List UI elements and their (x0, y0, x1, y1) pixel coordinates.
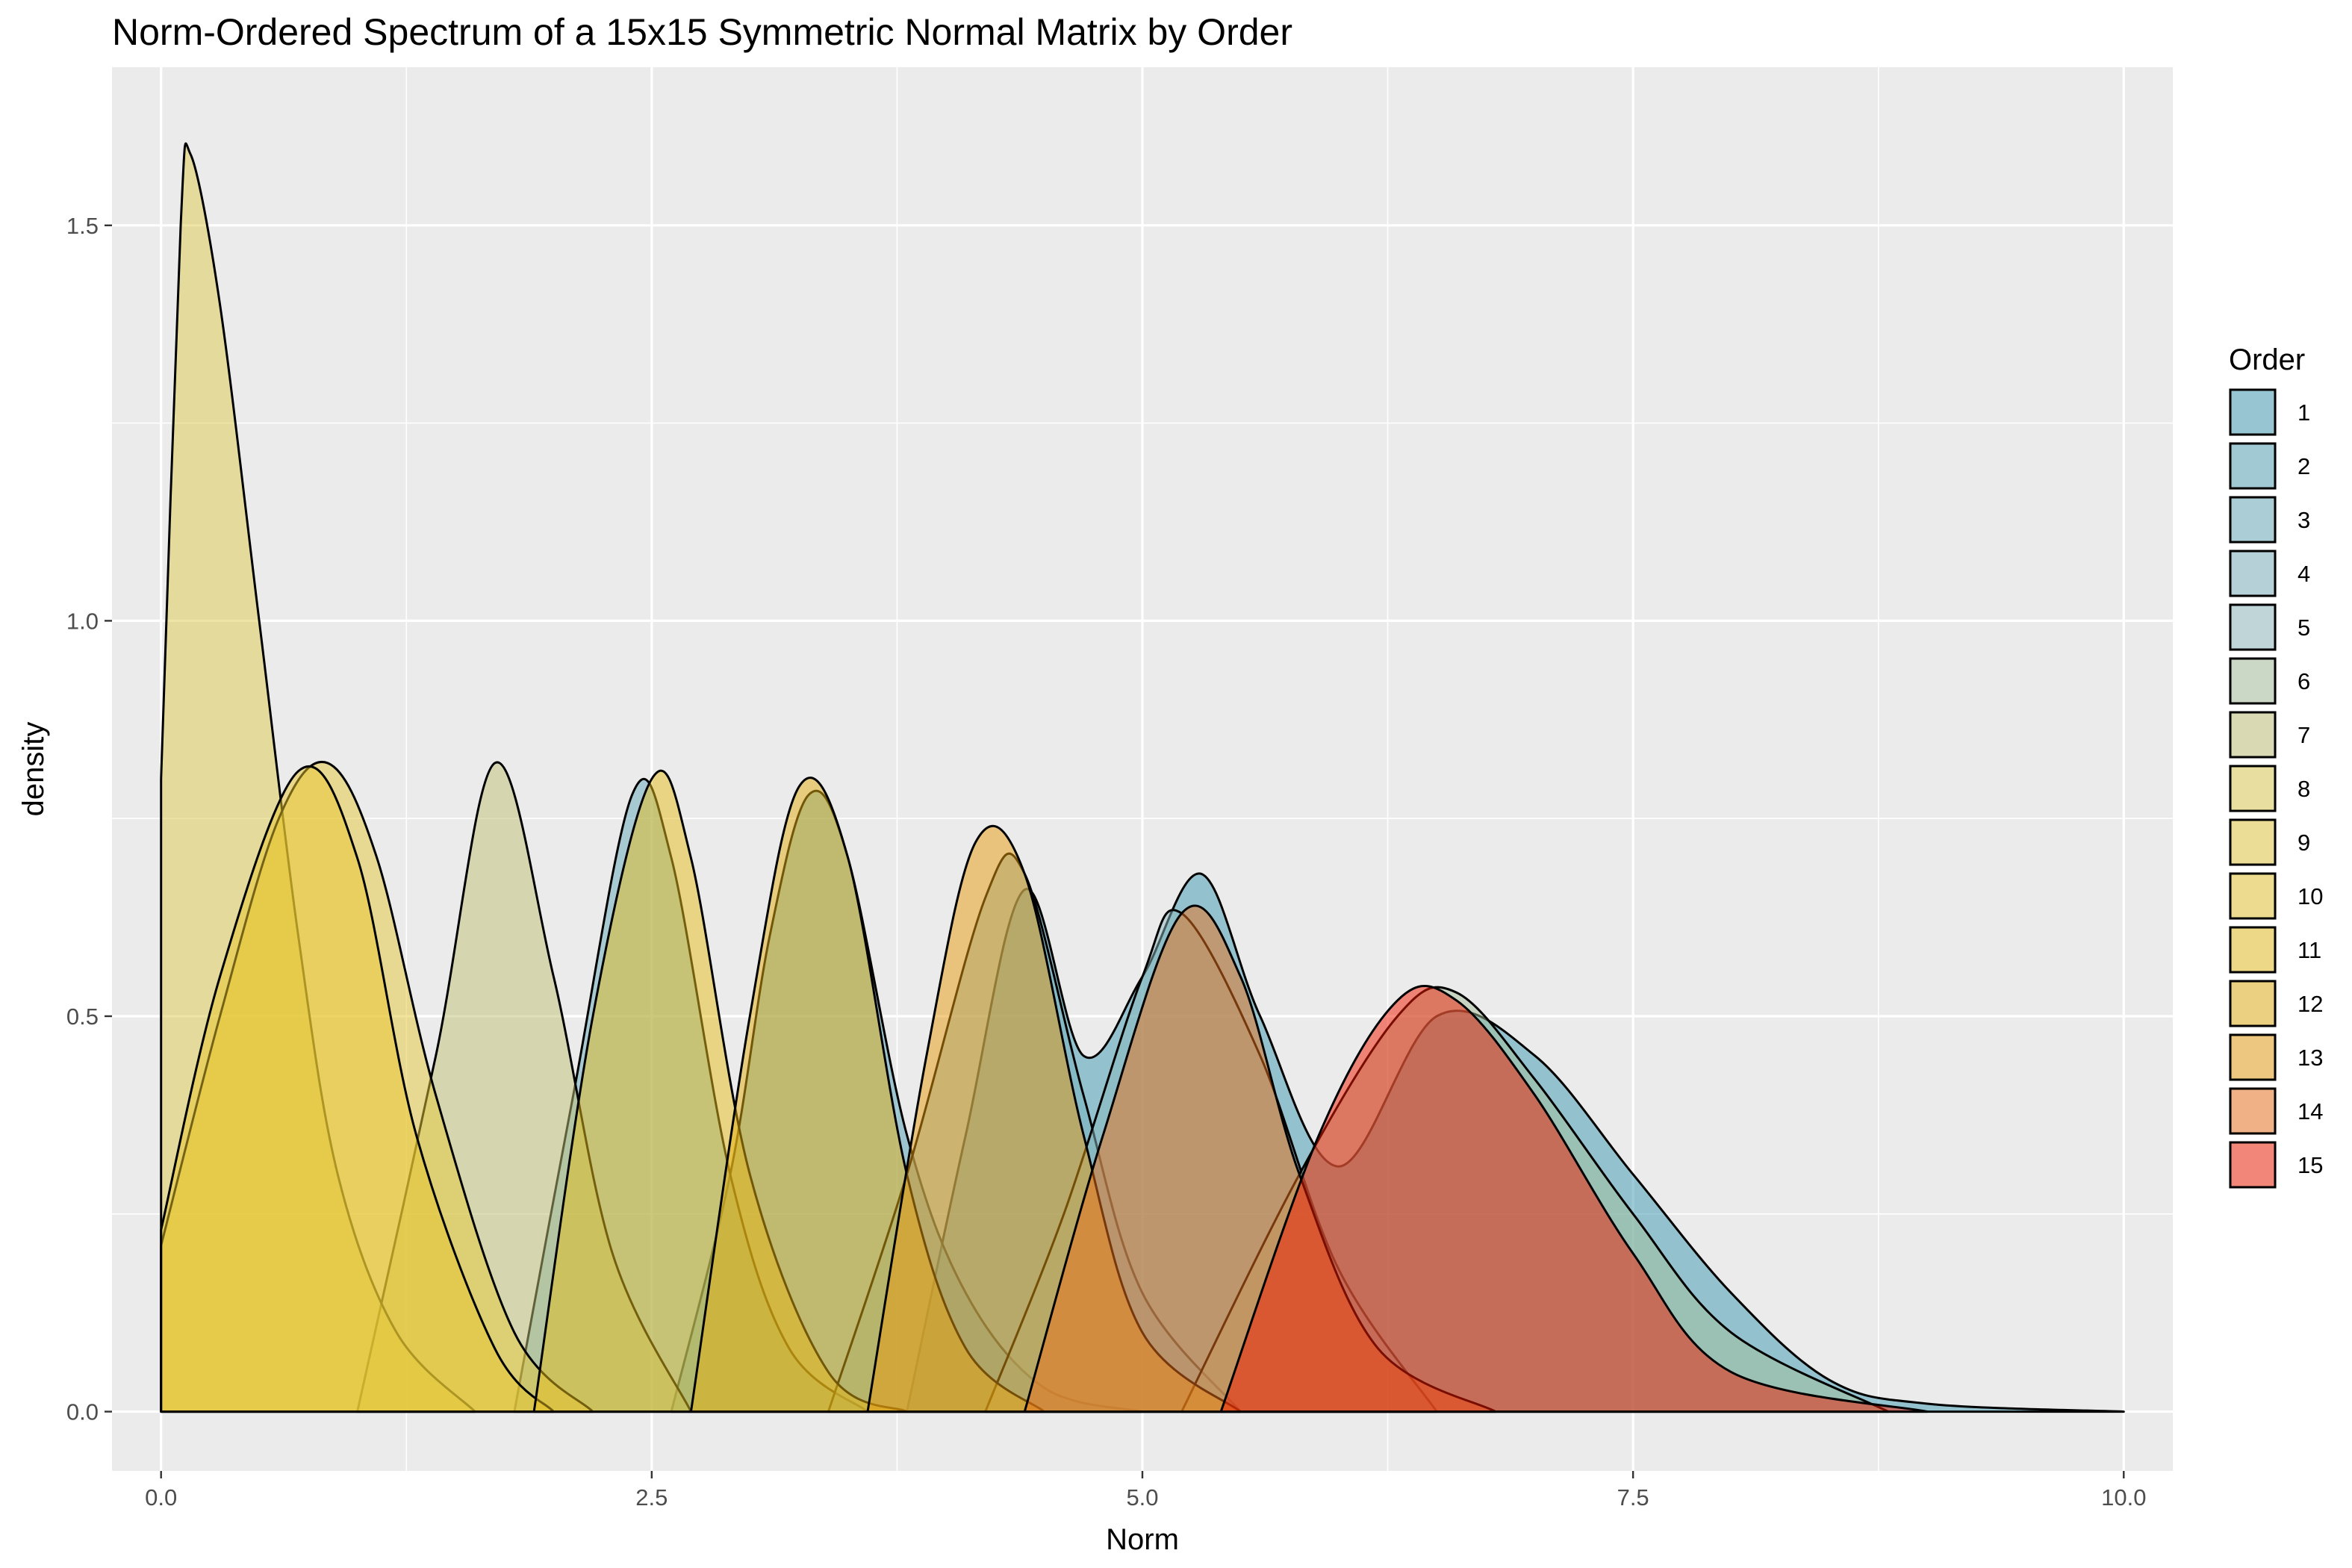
density-area-order-10 (160, 765, 555, 1413)
legend-swatch (2229, 1087, 2277, 1135)
legend-swatch (2229, 603, 2277, 651)
legend-label: 12 (2297, 991, 2323, 1017)
legend-swatch (2229, 711, 2277, 759)
x-tick-label: 10.0 (2101, 1484, 2146, 1511)
legend-swatch (2229, 550, 2277, 597)
legend-swatch (2229, 496, 2277, 544)
legend-swatch (2229, 818, 2277, 866)
legend-swatch (2229, 980, 2277, 1027)
legend-label: 3 (2297, 507, 2310, 533)
legend-swatch (2229, 1141, 2277, 1189)
legend-label: 15 (2297, 1152, 2323, 1178)
legend-label: 6 (2297, 668, 2310, 694)
legend-label: 2 (2297, 453, 2310, 479)
legend-swatch (2229, 442, 2277, 490)
legend-label: 10 (2297, 883, 2323, 909)
legend-swatch (2229, 1033, 2277, 1081)
legend-label: 9 (2297, 830, 2310, 856)
legend-swatch (2229, 765, 2277, 812)
legend-label: 7 (2297, 722, 2310, 748)
legend-label: 8 (2297, 776, 2310, 802)
chart-title: Norm-Ordered Spectrum of a 15x15 Symmetr… (112, 11, 1292, 53)
legend-label: 11 (2297, 937, 2321, 963)
y-axis: 0.0 0.5 1.0 1.5 (66, 213, 112, 1425)
y-tick-label: 0.5 (66, 1004, 99, 1030)
density-areas (160, 142, 2125, 1413)
x-tick-label: 2.5 (635, 1484, 668, 1511)
legend-swatch (2229, 388, 2277, 436)
density-area-order-15 (1219, 985, 1929, 1413)
legend-label: 13 (2297, 1045, 2323, 1071)
x-axis: 0.0 2.5 5.0 7.5 10.0 (145, 1471, 2146, 1511)
y-tick-label: 1.5 (66, 213, 99, 239)
legend-swatch (2229, 657, 2277, 705)
x-tick-label: 0.0 (145, 1484, 177, 1511)
x-tick-label: 7.5 (1617, 1484, 1649, 1511)
x-axis-title: Norm (1106, 1523, 1179, 1556)
legend-swatch (2229, 926, 2277, 974)
legend-label: 1 (2297, 399, 2310, 426)
legend-label: 5 (2297, 615, 2310, 641)
legend-title: Order (2229, 343, 2305, 376)
y-tick-label: 0.0 (66, 1399, 99, 1425)
y-axis-title: density (17, 722, 50, 817)
legend-label: 14 (2297, 1098, 2323, 1124)
legend-label: 4 (2297, 561, 2310, 587)
y-tick-label: 1.0 (66, 608, 99, 634)
x-tick-label: 5.0 (1126, 1484, 1158, 1511)
legend-swatch (2229, 872, 2277, 920)
